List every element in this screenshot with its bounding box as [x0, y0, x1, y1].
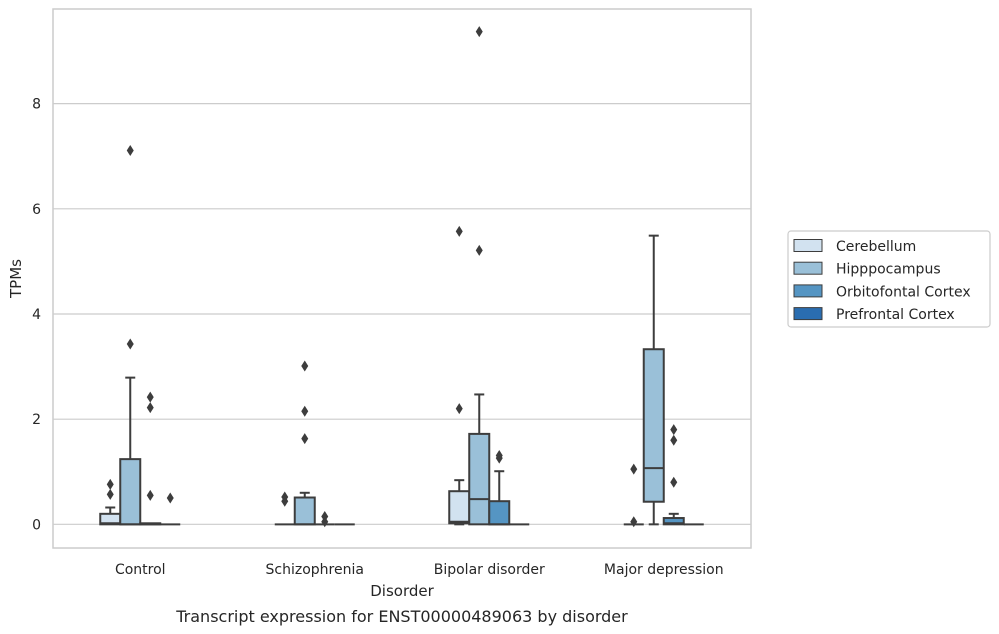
outlier-point [146, 489, 154, 501]
box-iqr [448, 490, 471, 525]
box-hipppocampus [468, 26, 491, 526]
outlier-point [301, 433, 309, 445]
legend-swatch [793, 261, 823, 275]
outlier-point [106, 478, 114, 490]
box-cerebellum [99, 478, 122, 526]
x-tick-label: Control [115, 562, 166, 578]
legend-swatch [793, 307, 823, 321]
x-tick-label: Schizophrenia [266, 562, 364, 578]
legend-label: Cerebellum [836, 239, 916, 255]
x-tick-label: Bipolar disorder [434, 562, 545, 578]
y-tick-label: 6 [32, 202, 41, 218]
box-iqr [293, 496, 316, 526]
outlier-point [106, 488, 114, 500]
legend: Cerebellum Hipppocampus Orbitofontal Corte… [787, 230, 991, 328]
box-iqr [119, 458, 142, 526]
box-iqr [488, 500, 511, 526]
outlier-point [126, 338, 134, 350]
legend-box [787, 230, 991, 328]
outlier-point [670, 476, 678, 488]
box-cerebellum [448, 225, 471, 526]
outlier-point [166, 492, 174, 504]
y-axis-label: TPMs [7, 259, 25, 299]
box-hipppocampus [642, 234, 665, 526]
outlier-point [301, 405, 309, 417]
outlier-point [670, 434, 678, 446]
outlier-point [495, 449, 503, 461]
outlier-point [146, 402, 154, 414]
box-prefrontal-cortex [160, 492, 181, 526]
x-tick-labels: Control Schizophrenia Bipolar disorder Majo… [115, 562, 724, 578]
legend-swatch [793, 284, 823, 298]
outlier-point [670, 424, 678, 436]
box-hipppocampus [293, 360, 316, 526]
box-orbitofontal-cortex [662, 424, 685, 526]
outlier-point [475, 244, 483, 256]
box-iqr [468, 432, 491, 526]
y-tick-label: 8 [32, 97, 41, 113]
outlier-point [630, 463, 638, 475]
outlier-point [455, 403, 463, 415]
box-plot-layer [99, 26, 704, 528]
outlier-point [126, 144, 134, 156]
box-cerebellum [623, 463, 644, 528]
y-tick-label: 0 [32, 517, 41, 533]
outlier-point [146, 391, 154, 403]
y-tick-label: 2 [32, 412, 41, 428]
box-hipppocampus [119, 144, 142, 526]
box-iqr [662, 517, 685, 526]
legend-label: Prefrontal Cortex [836, 307, 955, 323]
y-tick-label: 4 [32, 307, 41, 323]
legend-swatch [793, 239, 823, 252]
y-tick-labels: 0 2 4 6 8 [32, 97, 41, 534]
box-orbitofontal-cortex [139, 391, 162, 526]
outlier-point [301, 360, 309, 372]
outlier-point [281, 491, 289, 503]
x-tick-label: Major depression [604, 562, 724, 578]
plot-area [52, 8, 752, 549]
outlier-point [321, 510, 329, 522]
legend-label: Orbitofontal Cortex [836, 284, 971, 300]
outlier-point [455, 225, 463, 237]
outlier-point [630, 516, 638, 528]
legend-label: Hipppocampus [836, 262, 941, 278]
box-orbitofontal-cortex [488, 449, 511, 526]
box-orbitofontal-cortex [314, 510, 335, 528]
box-iqr [642, 348, 665, 503]
outlier-point [475, 26, 483, 38]
box-cerebellum [274, 491, 295, 526]
x-axis-label: Disorder [370, 582, 434, 600]
chart-caption: Transcript expression for ENST0000048906… [175, 607, 628, 626]
